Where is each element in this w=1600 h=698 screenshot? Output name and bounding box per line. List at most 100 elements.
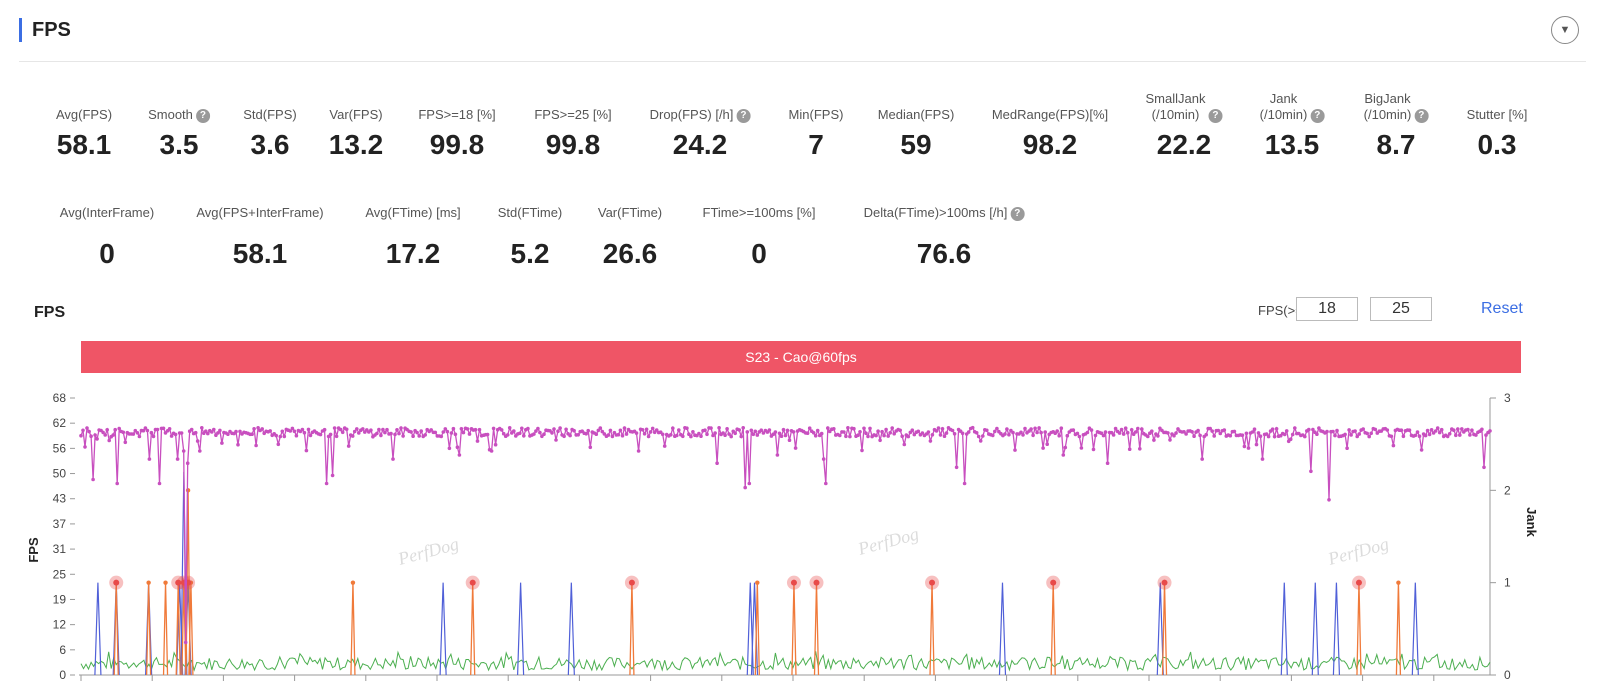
fps-point (234, 429, 238, 434)
stutter-marker[interactable] (790, 579, 797, 586)
stat-label: MedRange(FPS)[%] (992, 87, 1108, 123)
help-icon[interactable]: ? (1414, 109, 1429, 123)
fps-point (441, 430, 446, 434)
fps-point (697, 431, 701, 436)
fps-threshold-low-input[interactable] (1296, 297, 1358, 321)
fps-point (254, 443, 258, 448)
fps-point (198, 449, 202, 453)
fps-point (433, 430, 438, 435)
stat-value: 3.5 (159, 129, 199, 160)
series-bar[interactable]: S23 - Cao@60fps (81, 341, 1521, 373)
fps-point (451, 426, 456, 431)
fps-point (1059, 426, 1064, 431)
stat-value: 24.2 (672, 129, 728, 160)
stutter-marker[interactable] (813, 579, 820, 586)
fps-point (1367, 434, 1371, 439)
stat-value: 58.1 (232, 238, 288, 269)
stat-label-text: Std(FTime) (497, 205, 563, 220)
fps-point (991, 433, 995, 438)
fps-point (1429, 428, 1434, 432)
fps-point (1204, 432, 1208, 437)
fps-point (1345, 446, 1349, 451)
fps-point (1019, 430, 1023, 435)
fps-point (417, 434, 422, 438)
fps-point (493, 442, 498, 447)
series-bar-label: S23 - Cao@60fps (745, 349, 857, 365)
fps-point (383, 430, 387, 435)
fps-point (381, 427, 385, 432)
stat-jank-10min: Jank (/10min)? 13.5 (1260, 87, 1325, 161)
help-icon[interactable]: ? (736, 109, 751, 123)
fps-point (838, 433, 842, 438)
y-left-tick-label: 6 (59, 643, 66, 657)
help-icon[interactable]: ? (195, 109, 210, 123)
stat-label-text: FPS>=25 [%] (534, 107, 612, 122)
stutter-marker[interactable] (1050, 579, 1057, 586)
fps-point (906, 434, 911, 439)
stutter-marker[interactable] (113, 579, 120, 586)
stat-label-text: Delta(FTime)>100ms [/h] (863, 205, 1008, 220)
stat-value: 99.8 (429, 129, 485, 160)
help-icon[interactable]: ? (1310, 109, 1325, 123)
stat-label-text: Min(FPS) (788, 107, 844, 122)
stat-value: 5.2 (510, 238, 550, 269)
fps-point (1427, 432, 1432, 437)
help-icon[interactable]: ? (1208, 109, 1223, 123)
bigjank-spike (813, 582, 820, 676)
fps-point (147, 457, 152, 461)
fps-point (807, 426, 812, 431)
fps-point (940, 427, 945, 431)
fps-point (723, 433, 727, 438)
stutter-marker[interactable] (628, 579, 635, 586)
stutter-marker[interactable] (929, 579, 936, 586)
stutter-marker[interactable] (175, 579, 182, 586)
fps-point (318, 432, 323, 437)
stutter-marker[interactable] (1355, 579, 1362, 586)
fps-point (218, 428, 222, 433)
fps-point (783, 433, 788, 438)
fps-threshold-high-input[interactable] (1370, 297, 1432, 321)
fps-point (1288, 437, 1293, 442)
watermark-text: PerfDog (395, 533, 461, 569)
fps-point (278, 434, 283, 439)
stat-label-text: SmallJank (/10min) (1145, 91, 1206, 122)
help-icon[interactable]: ? (1010, 207, 1025, 221)
fps-point (447, 446, 452, 451)
fps-point (819, 431, 824, 436)
fps-point (175, 457, 180, 461)
fps-point (916, 429, 921, 434)
collapse-button[interactable]: ▼ (1551, 16, 1579, 44)
fps-point (1252, 427, 1257, 432)
fps-point (985, 428, 989, 433)
fps-point (1089, 428, 1094, 432)
y-left-tick-label: 56 (53, 441, 67, 455)
reset-button[interactable]: Reset (1481, 300, 1523, 317)
bigjank-spike (629, 582, 635, 676)
fps-point (1307, 427, 1311, 432)
stat-label-text: Avg(InterFrame) (59, 205, 155, 220)
fps-point (572, 428, 576, 433)
fps-point (1196, 428, 1200, 433)
fps-point (981, 434, 985, 438)
fps-point (1101, 433, 1106, 438)
fps-point (886, 434, 890, 438)
fps-point (107, 438, 111, 443)
fps-point (1065, 433, 1070, 438)
fps-point (290, 426, 295, 431)
stat-label-text: Median(FPS) (877, 107, 955, 122)
stat-label: Avg(FPS+InterFrame) (196, 205, 323, 221)
fps-point (1119, 427, 1124, 432)
stat-fps-25: FPS>=25 [%] 99.8 (534, 87, 611, 161)
fps-point (634, 431, 639, 435)
fps-point (117, 426, 121, 431)
fps-point (938, 433, 943, 437)
stat-value: 8.7 (1376, 129, 1416, 160)
stutter-marker[interactable] (469, 579, 476, 586)
y-left-tick-label: 37 (53, 517, 67, 531)
fps-chart[interactable]: PerfDog PerfDog PerfDog 061219253137435056… (0, 380, 1600, 698)
fps-point (1061, 453, 1066, 457)
stutter-marker[interactable] (1161, 579, 1168, 586)
fps-point (1071, 428, 1076, 432)
y-right-tick-label: 1 (1504, 576, 1511, 590)
fps-point (489, 449, 494, 453)
